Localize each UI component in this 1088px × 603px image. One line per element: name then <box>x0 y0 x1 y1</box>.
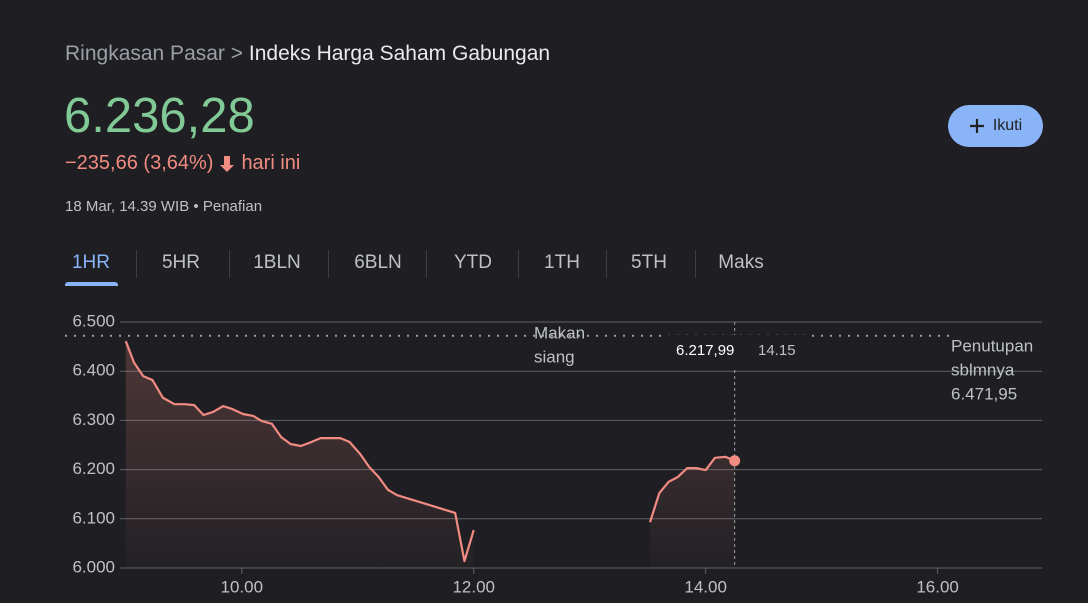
previous-close-label: Penutupan <box>951 336 1033 355</box>
previous-close-value: 6.471,95 <box>951 384 1017 403</box>
y-tick-label: 6.100 <box>72 508 115 527</box>
breadcrumb-parent[interactable]: Ringkasan Pasar <box>65 42 225 65</box>
timestamp-separator: • <box>193 198 199 215</box>
tab-separator <box>229 250 230 278</box>
disclaimer[interactable]: Penafian <box>202 198 263 215</box>
breadcrumb: Ringkasan Pasar > Indeks Harga Saham Gab… <box>65 42 550 66</box>
tab[interactable]: Maks <box>718 252 764 273</box>
tab-separator <box>327 250 329 278</box>
x-tick-label: 14.00 <box>684 577 727 596</box>
lunch-label: Makan <box>534 323 585 342</box>
price: 6.236,28 <box>64 89 255 143</box>
tab[interactable]: 1BLN <box>253 252 301 273</box>
x-tick-label: 12.00 <box>452 577 495 596</box>
tab[interactable]: 5TH <box>631 252 667 273</box>
y-tick-label: 6.300 <box>72 410 115 429</box>
tab[interactable]: 1TH <box>544 252 580 273</box>
tab-separator <box>517 250 519 278</box>
follow-label: Ikuti <box>992 117 1023 134</box>
tooltip-box <box>665 335 810 367</box>
x-tick-label: 10.00 <box>221 577 264 596</box>
tooltip-value: 6.217,99 <box>676 342 734 359</box>
tab-separator <box>425 250 427 278</box>
x-tick-label: 16.00 <box>916 577 959 596</box>
tab[interactable]: YTD <box>454 252 492 273</box>
tab-separator <box>695 250 696 278</box>
tab-separator <box>136 250 137 278</box>
tab-separator <box>605 250 607 278</box>
tab[interactable]: 1HR <box>71 252 111 273</box>
timestamp: 18 Mar, 14.39 WIB <box>65 198 190 215</box>
area <box>125 341 735 568</box>
lunch-label: siang <box>534 347 575 366</box>
change: −235,66 (3,64%) <box>65 152 214 174</box>
y-tick-label: 6.000 <box>72 557 115 576</box>
breadcrumb-current: Indeks Harga Saham Gabungan <box>248 42 551 65</box>
tab[interactable]: 5HR <box>161 252 201 273</box>
y-tick-label: 6.200 <box>72 459 115 478</box>
previous-close-label: sblmnya <box>951 360 1015 379</box>
tab[interactable]: 6BLN <box>354 252 402 273</box>
breadcrumb-separator: > <box>230 42 244 65</box>
change-row: −235,66 (3,64%) hari ini <box>65 152 300 175</box>
active-tab-underline <box>65 282 118 286</box>
y-tick-label: 6.500 <box>72 311 115 330</box>
down-arrow <box>220 155 235 172</box>
y-tick-label: 6.400 <box>72 361 115 380</box>
tooltip-time: 14.15 <box>758 342 796 359</box>
current-point <box>729 455 741 467</box>
timestamp-row: 18 Mar, 14.39 WIB • Penafian <box>65 198 262 215</box>
change-suffix: hari ini <box>241 152 301 174</box>
plus-icon <box>969 119 984 133</box>
line <box>124 340 736 563</box>
follow-button[interactable]: Ikuti <box>948 105 1043 147</box>
